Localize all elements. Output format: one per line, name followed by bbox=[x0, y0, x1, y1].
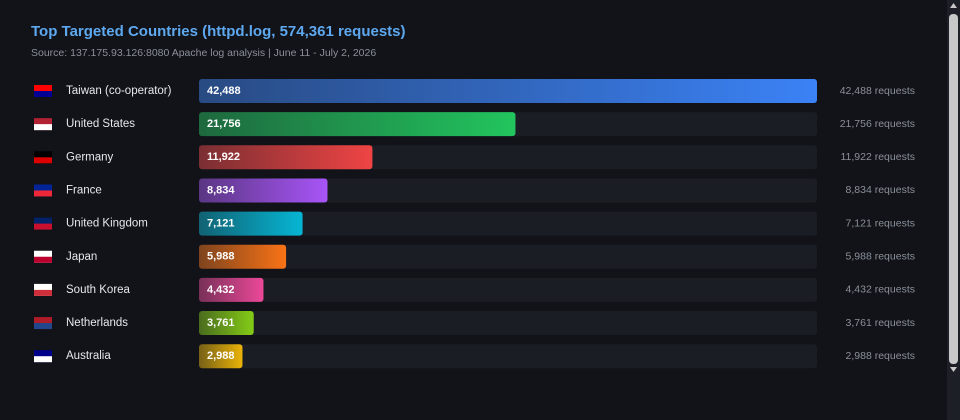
y-tick-label: Netherlands bbox=[66, 317, 128, 329]
flag-stripe bbox=[34, 190, 52, 197]
bar bbox=[199, 112, 516, 137]
scroll-down[interactable] bbox=[950, 367, 957, 372]
chart-title: Top Targeted Countries (httpd.log, 574,3… bbox=[31, 23, 406, 40]
request-label: 2,988 requests bbox=[846, 350, 915, 362]
flag-stripe bbox=[34, 157, 52, 164]
request-label: 42,488 requests bbox=[840, 85, 915, 97]
value-label: 11,922 bbox=[207, 151, 240, 163]
flag-stripe bbox=[34, 289, 52, 296]
scroll-up[interactable] bbox=[950, 3, 957, 8]
request-label: 4,432 requests bbox=[846, 284, 915, 296]
y-tick-label: France bbox=[66, 184, 102, 196]
bar-track bbox=[199, 178, 817, 203]
flag-stripe bbox=[34, 124, 52, 131]
value-label: 3,761 bbox=[207, 317, 235, 329]
y-tick-label: Taiwan (co-operator) bbox=[66, 85, 172, 97]
y-tick-label: South Korea bbox=[66, 284, 131, 296]
flag-stripe bbox=[34, 256, 52, 263]
flag-stripe bbox=[34, 91, 52, 97]
chart-subtitle: Source: 137.175.93.126:8080 Apache log a… bbox=[31, 47, 376, 59]
bar bbox=[199, 79, 817, 103]
value-label: 4,432 bbox=[207, 284, 235, 296]
value-label: 2,988 bbox=[207, 350, 235, 362]
bar bbox=[199, 178, 328, 203]
bar-track bbox=[199, 311, 817, 336]
value-label: 7,121 bbox=[207, 218, 235, 230]
flag-stripe bbox=[34, 356, 52, 363]
request-label: 7,121 requests bbox=[846, 217, 915, 229]
flag bbox=[34, 118, 52, 131]
flag-stripe bbox=[34, 323, 52, 330]
bar-track bbox=[199, 344, 817, 369]
y-tick-label: Japan bbox=[66, 251, 97, 263]
value-label: 8,834 bbox=[207, 184, 235, 196]
y-tick-label: Germany bbox=[66, 151, 114, 163]
bar bbox=[199, 145, 373, 170]
scrollbar-thumb[interactable] bbox=[949, 14, 958, 364]
request-label: 21,756 requests bbox=[840, 118, 915, 130]
bar bbox=[199, 311, 254, 336]
request-label: 11,922 requests bbox=[840, 151, 915, 163]
y-tick-label: United States bbox=[66, 118, 135, 130]
bar-track bbox=[199, 277, 817, 302]
value-label: 5,988 bbox=[207, 251, 235, 263]
value-label: 42,488 bbox=[207, 85, 241, 97]
bar bbox=[199, 211, 303, 236]
y-tick-label: United Kingdom bbox=[66, 218, 148, 230]
request-label: 3,761 requests bbox=[846, 317, 915, 329]
value-label: 21,756 bbox=[207, 118, 241, 130]
bar bbox=[199, 244, 287, 269]
bar-track bbox=[199, 244, 817, 269]
request-label: 8,834 requests bbox=[846, 184, 915, 196]
bar-track bbox=[199, 211, 817, 236]
request-label: 5,988 requests bbox=[846, 251, 915, 263]
bar bbox=[199, 277, 264, 302]
flag-stripe bbox=[34, 223, 52, 230]
y-tick-label: Australia bbox=[66, 350, 111, 362]
bar bbox=[199, 344, 243, 369]
